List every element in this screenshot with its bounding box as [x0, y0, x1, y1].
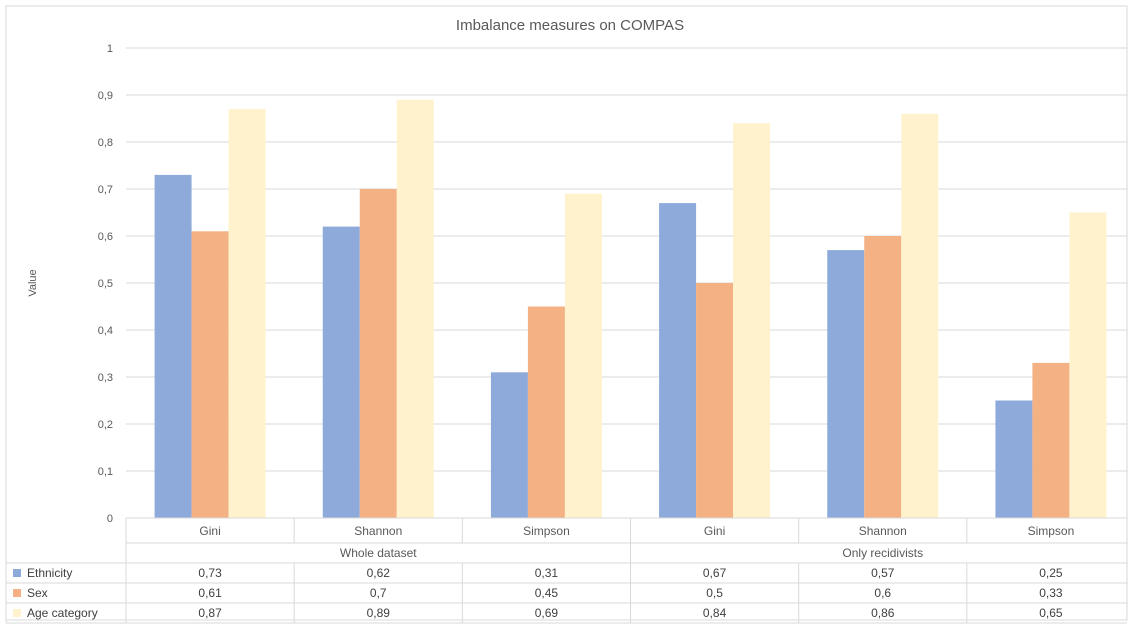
y-tick-label: 0,3	[98, 372, 113, 384]
data-table-cell: 0,7	[370, 586, 387, 600]
bar-sex	[696, 283, 734, 518]
data-table: Gini Shannon Simpson Gini Shannon Simpson Whol…	[5, 517, 1127, 624]
data-table-cell: 0,86	[871, 606, 895, 620]
x-category-label: Gini	[704, 524, 725, 538]
y-tick-label: 0,9	[98, 90, 113, 102]
bar-ethnicity	[827, 250, 865, 518]
y-axis-ticks: 0 0,1 0,2 0,3 0,4 0,5 0,6 0,7 0,8 0,9 1	[98, 43, 113, 525]
bar-sex	[191, 231, 229, 519]
x-category-label: Simpson	[1028, 524, 1075, 538]
bars	[154, 99, 1107, 519]
x-category-label: Gini	[199, 524, 220, 538]
x-group-label: Whole dataset	[340, 546, 417, 560]
data-table-cell: 0,67	[703, 566, 727, 580]
legend-label: Ethnicity	[27, 566, 72, 580]
data-table-cell: 0,84	[703, 606, 727, 620]
legend-label: Sex	[27, 586, 48, 600]
y-tick-label: 0,2	[98, 419, 113, 431]
data-table-cell: 0,31	[535, 566, 559, 580]
data-table-cell: 0,61	[198, 586, 222, 600]
bar-age-category	[901, 113, 939, 519]
bar-ethnicity	[490, 372, 528, 518]
x-category-label: Shannon	[354, 524, 402, 538]
bar-age-category	[733, 123, 771, 518]
bar-sex	[864, 236, 902, 518]
bar-sex	[359, 189, 397, 518]
bar-sex	[1032, 362, 1070, 518]
y-tick-label: 1	[107, 43, 113, 55]
y-tick-label: 0,7	[98, 184, 113, 196]
x-category-label: Simpson	[523, 524, 570, 538]
data-table-cell: 0,73	[198, 566, 222, 580]
legend-swatch	[13, 569, 21, 577]
legend-swatch	[13, 589, 21, 597]
data-table-cell: 0,5	[706, 586, 723, 600]
data-table-cell: 0,33	[1039, 586, 1063, 600]
data-table-cell: 0,65	[1039, 606, 1063, 620]
bar-ethnicity	[995, 400, 1033, 518]
legend-label: Age category	[27, 606, 98, 620]
data-table-cell: 0,69	[535, 606, 559, 620]
data-table-cell: 0,57	[871, 566, 895, 580]
y-tick-label: 0,8	[98, 137, 113, 149]
y-tick-label: 0,4	[98, 325, 113, 337]
bar-age-category	[1069, 212, 1107, 518]
y-tick-label: 0,6	[98, 231, 113, 243]
y-axis-label: Value	[27, 269, 39, 296]
bar-age-category	[564, 193, 602, 518]
data-table-cell: 0,45	[535, 586, 559, 600]
bar-age-category	[396, 99, 434, 518]
data-table-cell: 0,62	[367, 566, 391, 580]
x-category-label: Shannon	[859, 524, 907, 538]
legend-swatch	[13, 609, 21, 617]
chart-title: Imbalance measures on COMPAS	[456, 17, 684, 34]
data-table-cell: 0,6	[874, 586, 891, 600]
data-table-cell: 0,25	[1039, 566, 1063, 580]
y-tick-label: 0,1	[98, 466, 113, 478]
y-tick-label: 0	[107, 513, 113, 525]
bar-ethnicity	[659, 203, 697, 518]
bar-ethnicity	[322, 226, 360, 518]
bar-sex	[527, 306, 565, 518]
bar-age-category	[228, 109, 266, 518]
data-table-cell: 0,89	[367, 606, 391, 620]
data-table-cell: 0,87	[198, 606, 222, 620]
x-group-label: Only recidivists	[842, 546, 923, 560]
y-tick-label: 0,5	[98, 278, 113, 290]
bar-ethnicity	[154, 174, 192, 518]
